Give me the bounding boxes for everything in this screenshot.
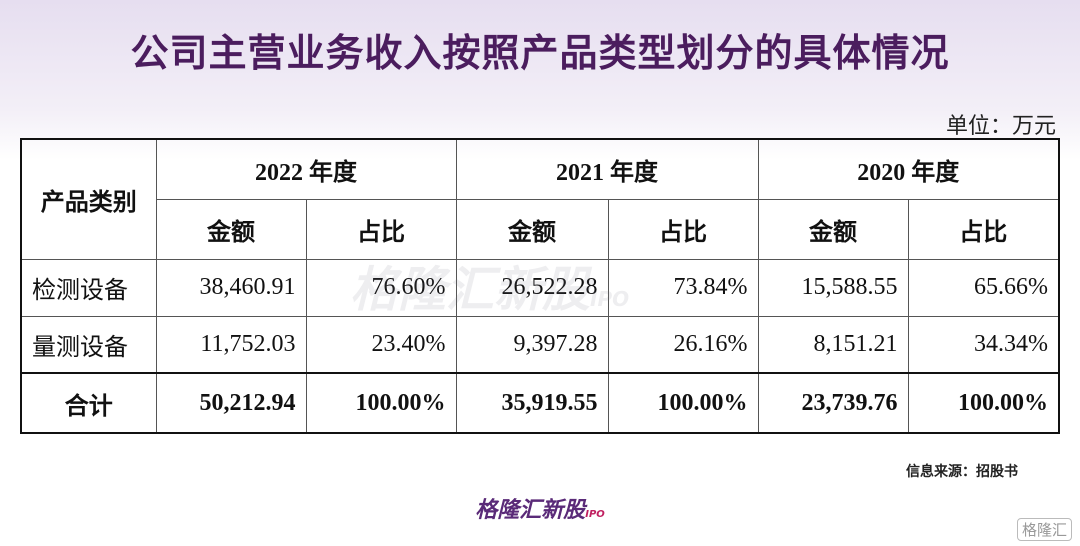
badge: 格隆汇 [1016, 518, 1072, 541]
table-cell: 11,752.03 [155, 315, 307, 374]
table-cell: 76.60% [305, 258, 457, 317]
table-cell: 量测设备 [20, 315, 157, 374]
table-cell: 金额 [155, 198, 307, 260]
data-row: 量测设备 11,752.03 23.40% 9,397.28 26.16% 8,151.2… [20, 315, 1060, 374]
watermark-suffix: IPO [590, 287, 630, 311]
logo-text: 格隆汇新股 [475, 498, 586, 523]
table-cell: 26,522.28 [455, 258, 609, 317]
table-cell: 23,739.76 [757, 372, 909, 434]
source-note: 信息来源：招股书 [906, 465, 1018, 480]
table-cell: 23.40% [305, 315, 457, 374]
logo-suffix: IPO [585, 509, 605, 520]
table-cell: 73.84% [607, 258, 759, 317]
table-cell: 100.00% [305, 372, 457, 434]
table-cell: 9,397.28 [455, 315, 609, 374]
data-row: 合计 50,212.94 100.00% 35,919.55 100.00% 23,739… [20, 372, 1060, 434]
table-cell: 金额 [757, 198, 909, 260]
table-cell: 产品类别 [20, 138, 157, 260]
table-cell: 8,151.21 [757, 315, 909, 374]
table-cell: 34.34% [907, 315, 1060, 374]
table-cell: 26.16% [607, 315, 759, 374]
unit-label: 单位：万元 [945, 113, 1056, 138]
revenue-table: 产品类别 2022 年度 2021 年度 2020 年度 金额 占比 金额 占比 金额 占比 检测设… [20, 138, 1060, 434]
header-row: 产品类别 2022 年度 2021 年度 2020 年度 [20, 138, 1060, 260]
table-cell: 2020 年度 [757, 138, 1060, 200]
table-cell: 检测设备 [20, 258, 157, 317]
table-cell: 占比 [607, 198, 759, 260]
table-cell: 65.66% [907, 258, 1060, 317]
logo: 格隆汇新股IPO [0, 492, 1080, 524]
table-cell: 合计 [20, 372, 157, 434]
watermark-text: 格隆汇新股 [350, 262, 591, 318]
table-cell: 2022 年度 [155, 138, 457, 200]
table-cell: 占比 [907, 198, 1060, 260]
table-cell: 100.00% [907, 372, 1060, 434]
table-cell: 100.00% [607, 372, 759, 434]
watermark: 格隆汇新股IPO [350, 250, 629, 320]
table-cell: 15,588.55 [757, 258, 909, 317]
title: 公司主营业务收入按照产品类型划分的具体情况 [130, 30, 950, 75]
table-cell: 50,212.94 [155, 372, 307, 434]
table-cell: 金额 [455, 198, 609, 260]
table-cell: 2021 年度 [455, 138, 759, 200]
table-cell: 38,460.91 [155, 258, 307, 317]
table-cell: 35,919.55 [455, 372, 609, 434]
